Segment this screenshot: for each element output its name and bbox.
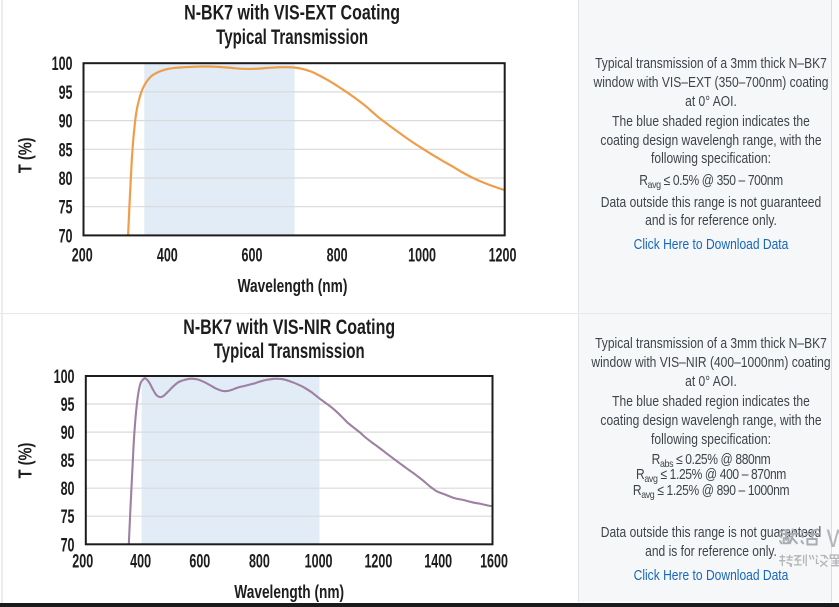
svg-text:70: 70 [59,226,73,247]
svg-text:75: 75 [61,507,75,528]
svg-text:N-BK7 with VIS-EXT Coating: N-BK7 with VIS-EXT Coating [184,0,400,24]
svg-text:T (%): T (%) [15,137,36,173]
svg-text:Wavelength (nm): Wavelength (nm) [234,582,344,602]
svg-text:1200: 1200 [364,551,392,572]
svg-text:85: 85 [61,451,75,472]
svg-text:80: 80 [61,479,75,500]
svg-text:1000: 1000 [305,551,333,572]
svg-text:75: 75 [59,197,73,218]
svg-text:1000: 1000 [408,245,436,266]
svg-text:100: 100 [52,54,73,75]
svg-text:1400: 1400 [424,551,452,572]
svg-text:200: 200 [72,245,93,266]
svg-text:200: 200 [72,551,93,572]
svg-text:90: 90 [59,111,73,132]
svg-text:90: 90 [61,423,75,444]
svg-text:1200: 1200 [489,245,517,266]
svg-text:N-BK7 with VIS-NIR Coating: N-BK7 with VIS-NIR Coating [183,315,395,339]
svg-text:Wavelength (nm): Wavelength (nm) [238,276,348,296]
svg-text:400: 400 [157,245,178,266]
svg-text:T (%): T (%) [15,443,36,479]
svg-text:1600: 1600 [480,551,508,572]
svg-text:600: 600 [189,551,210,572]
svg-text:95: 95 [59,82,73,103]
svg-text:80: 80 [59,168,73,189]
svg-text:85: 85 [59,140,73,161]
svg-text:800: 800 [249,551,270,572]
svg-text:Typical Transmission: Typical Transmission [216,24,368,48]
svg-text:600: 600 [242,245,263,266]
svg-text:800: 800 [327,245,348,266]
svg-text:70: 70 [61,535,75,556]
svg-text:Typical Transmission: Typical Transmission [214,340,365,363]
svg-text:95: 95 [61,394,75,415]
svg-text:400: 400 [130,551,151,572]
svg-text:100: 100 [54,366,75,387]
